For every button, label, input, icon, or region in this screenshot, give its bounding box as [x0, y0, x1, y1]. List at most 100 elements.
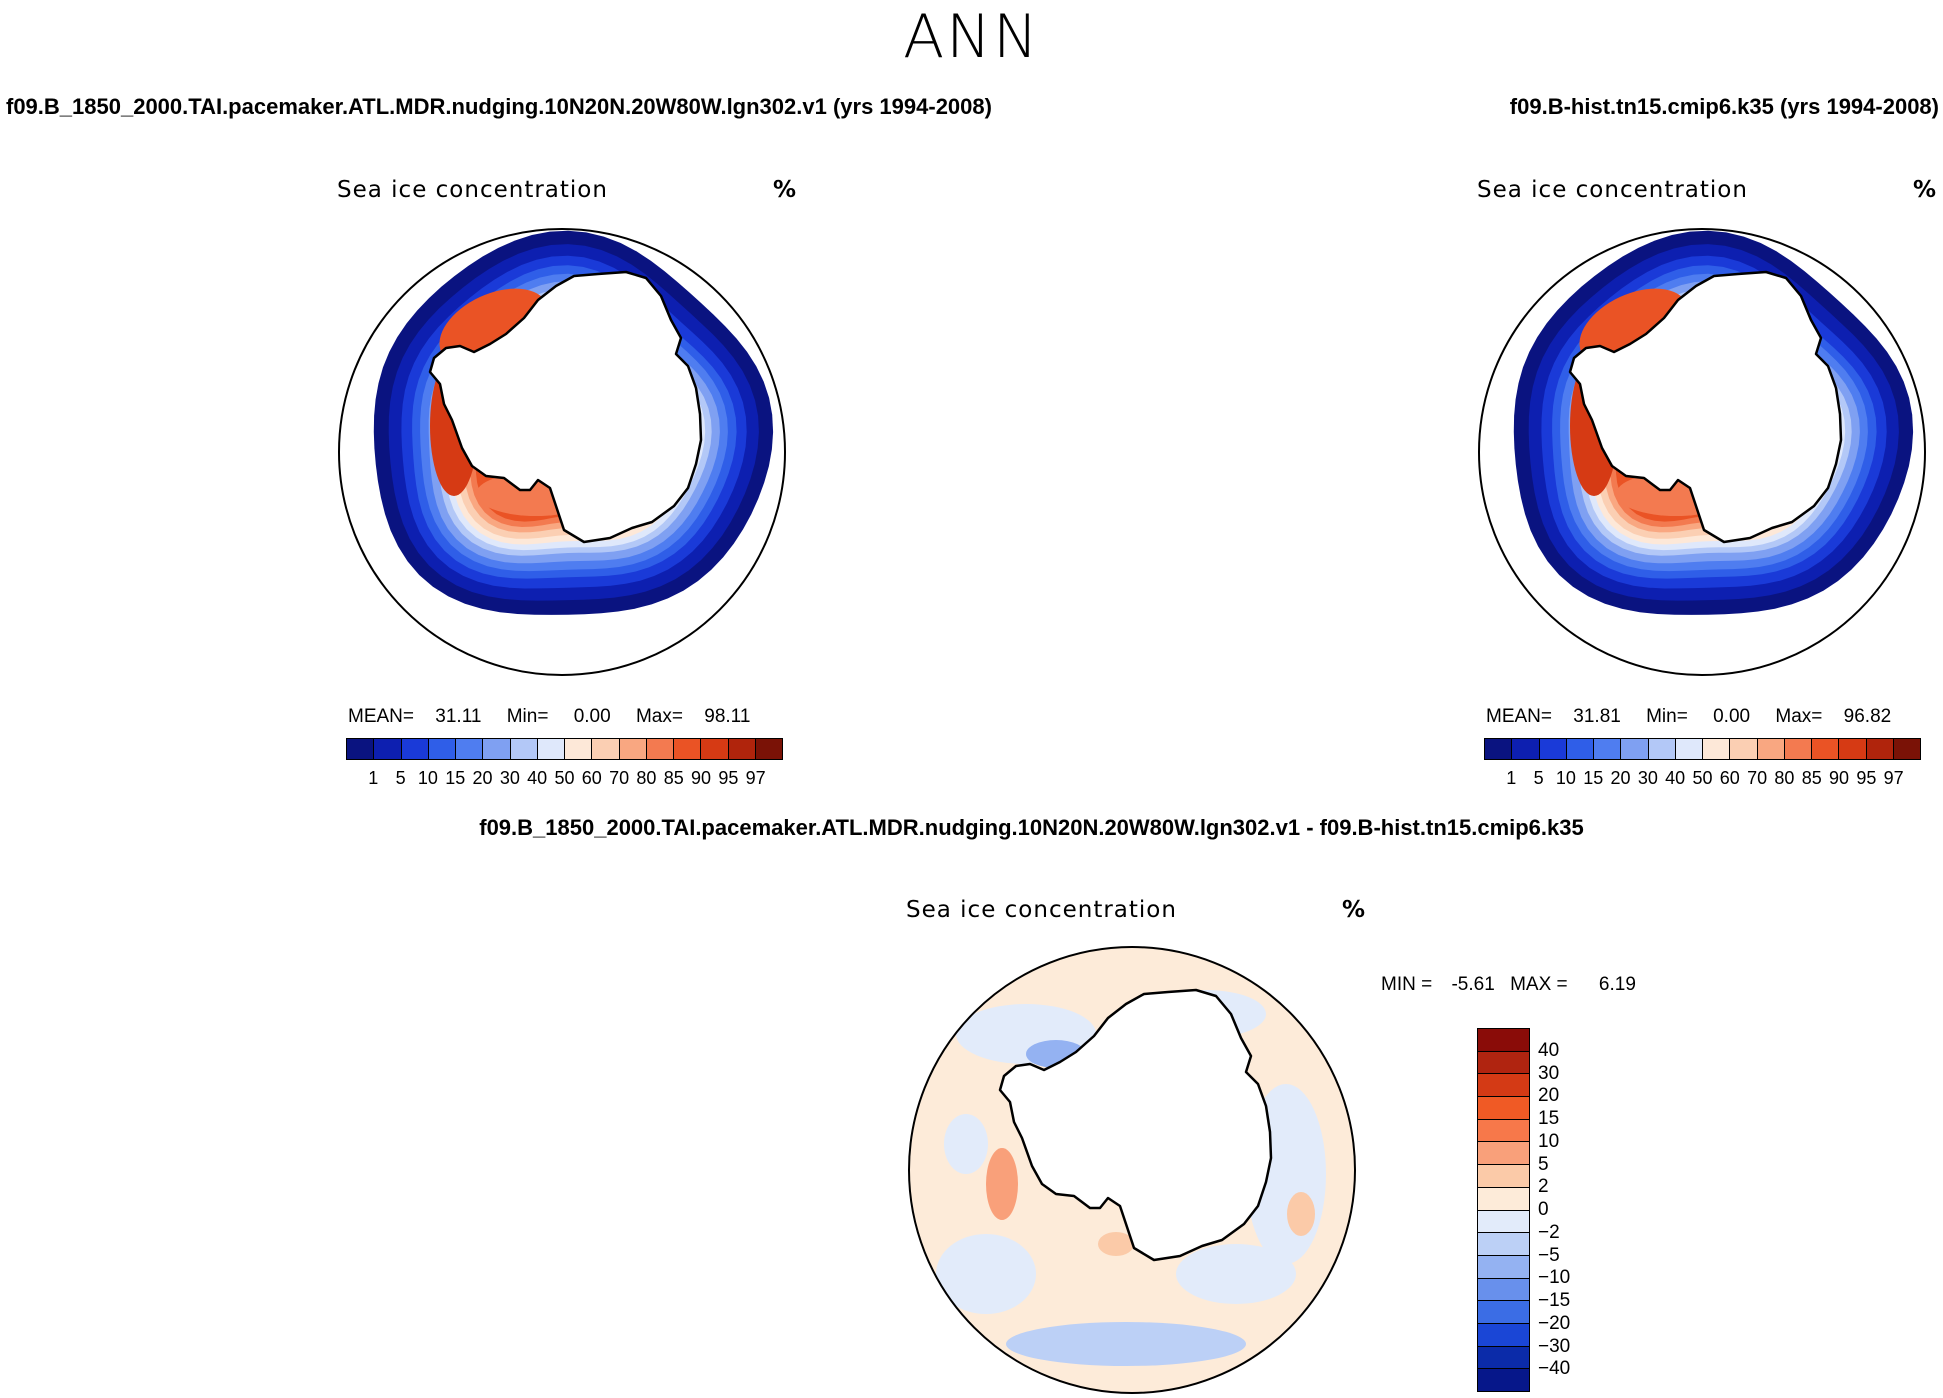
colorbar-tick-label: 1: [368, 768, 379, 788]
colorbar-tick-label: −40: [1538, 1358, 1571, 1380]
colorbar-swatch: [1866, 739, 1894, 759]
colorbar-swatch: [347, 739, 375, 759]
colorbar-swatch: [374, 739, 402, 759]
colorbar-tick-label: 10: [1555, 768, 1576, 788]
colorbar-swatch: [1621, 739, 1649, 759]
colorbar-swatch: [1485, 739, 1513, 759]
colorbar-tick-label: 40: [527, 768, 548, 788]
colorbar-swatch: [646, 739, 674, 759]
right-max-value: 96.82: [1843, 706, 1892, 727]
colorbar-tick-label: −15: [1538, 1290, 1571, 1311]
colorbar-swatch: [1478, 1346, 1529, 1370]
colorbar-swatch: [1478, 1255, 1529, 1279]
colorbar-tick-label: 0: [1538, 1199, 1549, 1220]
colorbar-tick-label: 95: [718, 768, 739, 788]
colorbar-swatch: [1512, 739, 1540, 759]
colorbar-swatch: [1757, 739, 1785, 759]
diff-case-title: f09.B_1850_2000.TAI.pacemaker.ATL.MDR.nu…: [479, 815, 1584, 840]
left-colorbar-labels: 1 5 10 15 20 30 40 50 60 70 80 85 90 95 97: [346, 768, 783, 790]
colorbar-swatch: [483, 739, 511, 759]
colorbar-tick-label: 10: [1538, 1130, 1560, 1152]
colorbar-tick-label: 80: [1774, 768, 1795, 788]
antarctica-coastline: [1568, 270, 1843, 544]
colorbar-tick-label: 50: [1692, 768, 1713, 788]
colorbar-tick-label: 20: [1538, 1085, 1560, 1107]
right-min-label: Min=: [1646, 706, 1688, 727]
colorbar-swatch: [755, 739, 782, 759]
colorbar-swatch: [1478, 1369, 1529, 1391]
left-units-label: %: [773, 177, 797, 203]
difference-contour: [1006, 1322, 1246, 1366]
colorbar-swatch: [1478, 1165, 1529, 1188]
left-mean-value: 31.11: [435, 706, 482, 727]
colorbar-swatch: [728, 739, 756, 759]
left-stats: MEAN= 31.11 Min= 0.00 Max= 98.11: [348, 706, 750, 728]
colorbar-tick-label: 60: [1719, 768, 1740, 788]
diff-max-value: 6.19: [1598, 974, 1636, 995]
left-colorbar: [346, 738, 783, 760]
difference-contour: [1176, 1244, 1296, 1304]
diff-min-label: MIN =: [1381, 974, 1433, 995]
right-variable-label: Sea ice concentration: [1477, 177, 1748, 203]
diff-min-value: -5.61: [1451, 974, 1495, 995]
left-mean-label: MEAN=: [348, 706, 414, 727]
colorbar-swatch: [1478, 1142, 1529, 1166]
colorbar-tick-label: 5: [395, 768, 406, 788]
left-case-title: f09.B_1850_2000.TAI.pacemaker.ATL.MDR.nu…: [6, 94, 992, 119]
colorbar-tick-label: −30: [1538, 1335, 1571, 1357]
colorbar-swatch: [1478, 1074, 1529, 1098]
colorbar-tick-label: 5: [1538, 1153, 1549, 1175]
colorbar-swatch: [1478, 1051, 1529, 1075]
difference-contour: [936, 1234, 1036, 1314]
left-min-value: 0.00: [573, 706, 611, 727]
colorbar-tick-label: 85: [1801, 768, 1822, 788]
right-colorbar-labels: 1 5 10 15 20 30 40 50 60 70 80 85 90 95 97: [1484, 768, 1921, 790]
colorbar-tick-label: 70: [609, 768, 630, 788]
colorbar-tick-label: 80: [636, 768, 657, 788]
colorbar-tick-label: 2: [1538, 1176, 1549, 1198]
colorbar-swatch: [1594, 739, 1622, 759]
colorbar-tick-label: 15: [1583, 768, 1604, 788]
map-boundary-circle: [908, 946, 1356, 1394]
antarctica-coastline: [998, 988, 1273, 1262]
diff-polar-map: [908, 946, 1356, 1394]
colorbar-swatch: [1478, 1187, 1529, 1211]
colorbar-swatch: [1478, 1029, 1529, 1052]
colorbar-swatch: [565, 739, 593, 759]
colorbar-tick-label: 70: [1747, 768, 1768, 788]
diff-colorbar: [1477, 1028, 1530, 1392]
colorbar-tick-label: 40: [1665, 768, 1686, 788]
diff-variable-label: Sea ice concentration: [906, 897, 1177, 923]
colorbar-swatch: [1478, 1097, 1529, 1120]
colorbar-tick-label: 40: [1538, 1039, 1560, 1061]
colorbar-tick-label: 15: [445, 768, 466, 788]
colorbar-swatch: [619, 739, 647, 759]
colorbar-swatch: [1893, 739, 1920, 759]
colorbar-swatch: [701, 739, 729, 759]
right-stats: MEAN= 31.81 Min= 0.00 Max= 96.82: [1486, 706, 1891, 728]
difference-contour: [1287, 1192, 1315, 1236]
colorbar-swatch: [1784, 739, 1812, 759]
colorbar-tick-label: −20: [1538, 1312, 1571, 1334]
right-colorbar: [1484, 738, 1921, 760]
right-polar-map: [1478, 228, 1926, 676]
colorbar-tick-label: 1: [1506, 768, 1517, 788]
right-units-label: %: [1913, 177, 1937, 203]
map-fill-layer: [339, 229, 785, 675]
map-boundary-circle: [1478, 228, 1926, 676]
colorbar-tick-label: 95: [1856, 768, 1877, 788]
colorbar-tick-label: −2: [1538, 1221, 1560, 1243]
colorbar-swatch: [1478, 1301, 1529, 1324]
colorbar-swatch: [1478, 1323, 1529, 1347]
colorbar-swatch: [1730, 739, 1758, 759]
colorbar-swatch: [1675, 739, 1703, 759]
right-max-label: Max=: [1775, 706, 1823, 727]
colorbar-tick-label: 30: [1637, 768, 1658, 788]
right-mean-label: MEAN=: [1486, 706, 1552, 727]
colorbar-swatch: [456, 739, 484, 759]
diff-colorbar-labels: 40 30 20 15 10 5 2 0 −2 −5 −10 −15 −20 −30 −40: [1538, 1028, 1598, 1392]
colorbar-swatch: [1812, 739, 1840, 759]
colorbar-swatch: [1703, 739, 1731, 759]
colorbar-swatch: [674, 739, 702, 759]
colorbar-tick-label: 30: [1538, 1062, 1560, 1084]
